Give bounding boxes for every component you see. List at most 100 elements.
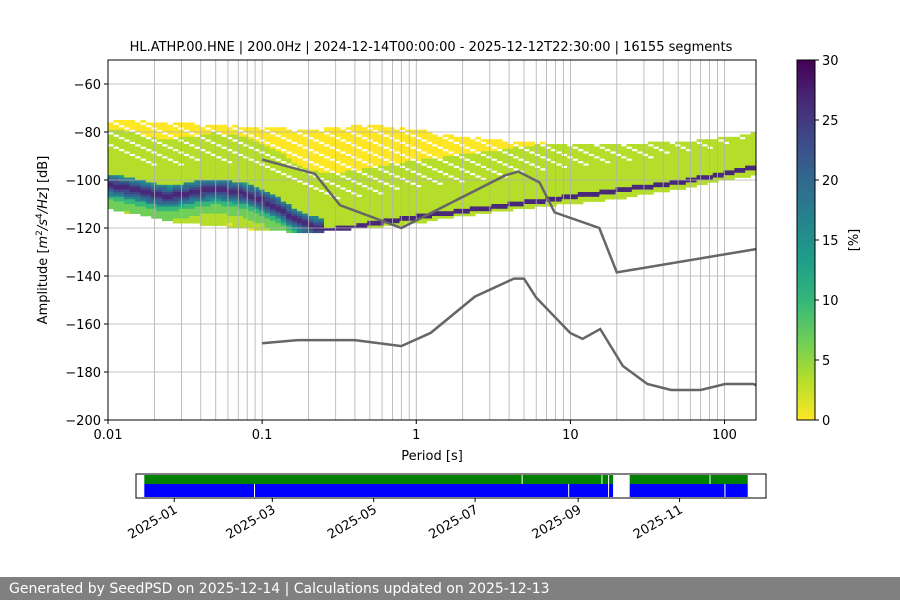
heatmap-cell — [685, 158, 692, 162]
heatmap-cell — [286, 168, 292, 171]
heatmap-cell — [734, 144, 741, 147]
heatmap-cell — [351, 206, 357, 210]
heatmap-cell — [642, 189, 649, 193]
heatmap-cell — [345, 180, 352, 183]
heatmap-cell — [270, 180, 276, 183]
heatmap-cell — [594, 175, 600, 178]
heatmap-cell — [167, 153, 174, 157]
heatmap-cell — [739, 151, 746, 154]
heatmap-cell — [421, 132, 427, 135]
heatmap-cell — [464, 208, 471, 212]
heatmap-cell — [232, 213, 238, 217]
heatmap-cell — [383, 201, 390, 205]
heatmap-cell — [264, 223, 271, 226]
heatmap-cell — [702, 158, 708, 162]
heatmap-cell — [718, 141, 724, 145]
heatmap-cell — [453, 192, 460, 195]
heatmap-cell — [378, 211, 384, 214]
heatmap-cell — [388, 194, 395, 198]
heatmap-cell — [491, 208, 498, 212]
heatmap-cell — [594, 158, 600, 162]
heatmap-cell — [572, 189, 579, 193]
heatmap-cell — [653, 163, 660, 166]
heatmap-cell — [599, 199, 606, 202]
heatmap-cell — [372, 206, 379, 210]
heatmap-cell — [318, 134, 325, 138]
heatmap-cell — [405, 216, 411, 219]
heatmap-cell — [664, 165, 670, 169]
heatmap-cell — [118, 122, 125, 126]
heatmap-cell — [658, 151, 665, 154]
heatmap-cell — [108, 165, 114, 169]
heatmap-cell — [232, 216, 238, 219]
heatmap-cell — [129, 201, 136, 205]
heatmap-cell — [253, 151, 260, 154]
heatmap-cell — [172, 194, 179, 198]
heatmap-cell — [216, 189, 222, 193]
x-tick-label: 0.01 — [94, 428, 123, 443]
heatmap-cell — [631, 180, 638, 183]
heatmap-cell — [469, 156, 476, 159]
heatmap-cell — [113, 129, 120, 133]
heatmap-cell — [291, 189, 298, 193]
heatmap-cell — [610, 163, 616, 166]
heatmap-cell — [459, 213, 465, 217]
heatmap-cell — [189, 139, 195, 142]
heatmap-cell — [129, 158, 136, 162]
heatmap-cell — [237, 223, 244, 226]
heatmap-cell — [394, 204, 400, 207]
heatmap-cell — [523, 153, 530, 157]
heatmap-cell — [432, 151, 438, 154]
heatmap-cell — [129, 144, 136, 147]
heatmap-cell — [243, 151, 249, 154]
heatmap-cell — [513, 146, 519, 150]
heatmap-cell — [237, 156, 244, 159]
heatmap-cell — [345, 192, 352, 195]
heatmap-cell — [691, 160, 697, 164]
heatmap-cell — [540, 175, 546, 178]
heatmap-cell — [199, 163, 206, 166]
heatmap-cell — [237, 175, 244, 178]
heatmap-cell — [378, 141, 384, 145]
heatmap-cell — [194, 127, 201, 130]
heatmap-cell — [194, 168, 201, 171]
heatmap-cell — [345, 208, 352, 212]
heatmap-cell — [718, 160, 724, 164]
heatmap-cell — [410, 213, 417, 217]
heatmap-cell — [329, 206, 336, 210]
heatmap-cell — [459, 204, 465, 207]
heatmap-cell — [610, 194, 616, 198]
heatmap-cell — [189, 213, 195, 217]
heatmap-cell — [280, 223, 287, 226]
heatmap-cell — [113, 206, 120, 210]
heatmap-cell — [118, 158, 125, 162]
heatmap-cell — [615, 165, 622, 169]
heatmap-cell — [189, 134, 195, 138]
heatmap-cell — [345, 160, 352, 164]
heatmap-cell — [394, 180, 400, 183]
heatmap-cell — [351, 187, 357, 190]
heatmap-cell — [664, 184, 670, 188]
heatmap-cell — [739, 144, 746, 147]
heatmap-cell — [648, 151, 654, 154]
heatmap-cell — [685, 144, 692, 147]
heatmap-cell — [345, 213, 352, 217]
heatmap-cell — [237, 180, 244, 183]
heatmap-cell — [507, 196, 514, 200]
heatmap-cell — [270, 141, 276, 145]
heatmap-cell — [523, 180, 530, 183]
heatmap-cell — [405, 134, 411, 138]
timeline-border — [135, 473, 767, 499]
heatmap-cell — [448, 144, 454, 147]
heatmap-cell — [124, 136, 130, 140]
heatmap-cell — [189, 184, 195, 188]
heatmap-cell — [178, 208, 184, 212]
heatmap-cell — [172, 153, 179, 157]
heatmap-cell — [577, 146, 584, 150]
heatmap-cell — [615, 187, 622, 190]
heatmap-cell — [135, 187, 141, 190]
heatmap-cell — [502, 192, 508, 195]
heatmap-cell — [124, 177, 130, 181]
heatmap-cell — [604, 153, 611, 157]
heatmap-cell — [615, 172, 622, 176]
